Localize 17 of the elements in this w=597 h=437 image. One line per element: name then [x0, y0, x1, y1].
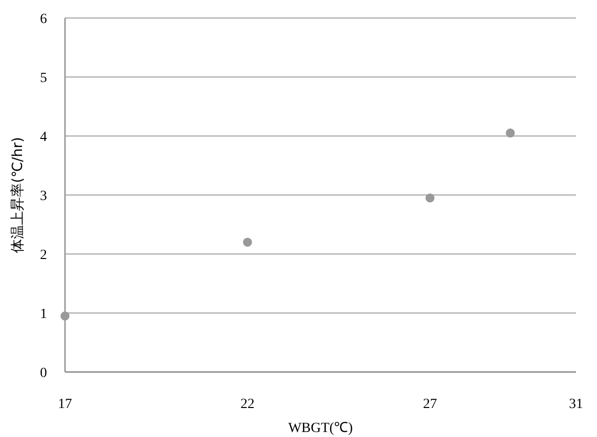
- point: [60, 311, 70, 320]
- y-tick-label: 0: [40, 366, 47, 381]
- y-tick-label: 6: [40, 12, 47, 27]
- x-tick-label: 27: [423, 397, 437, 412]
- x-tick-label: 22: [240, 397, 254, 412]
- point: [506, 128, 515, 138]
- y-tick-label: 4: [40, 130, 47, 145]
- x-tick-label: 17: [58, 397, 72, 412]
- x-axis-title: WBGT(℃): [288, 421, 354, 436]
- y-tick-label: 3: [40, 189, 47, 204]
- y-axis-title: 体温上昇率(℃/hr): [10, 137, 26, 253]
- point: [426, 193, 434, 202]
- y-tick-label: 2: [40, 248, 47, 263]
- y-tick-label: 5: [40, 71, 47, 86]
- point: [243, 238, 252, 247]
- x-tick-label: 31: [569, 397, 583, 412]
- y-tick-label: 1: [40, 307, 47, 322]
